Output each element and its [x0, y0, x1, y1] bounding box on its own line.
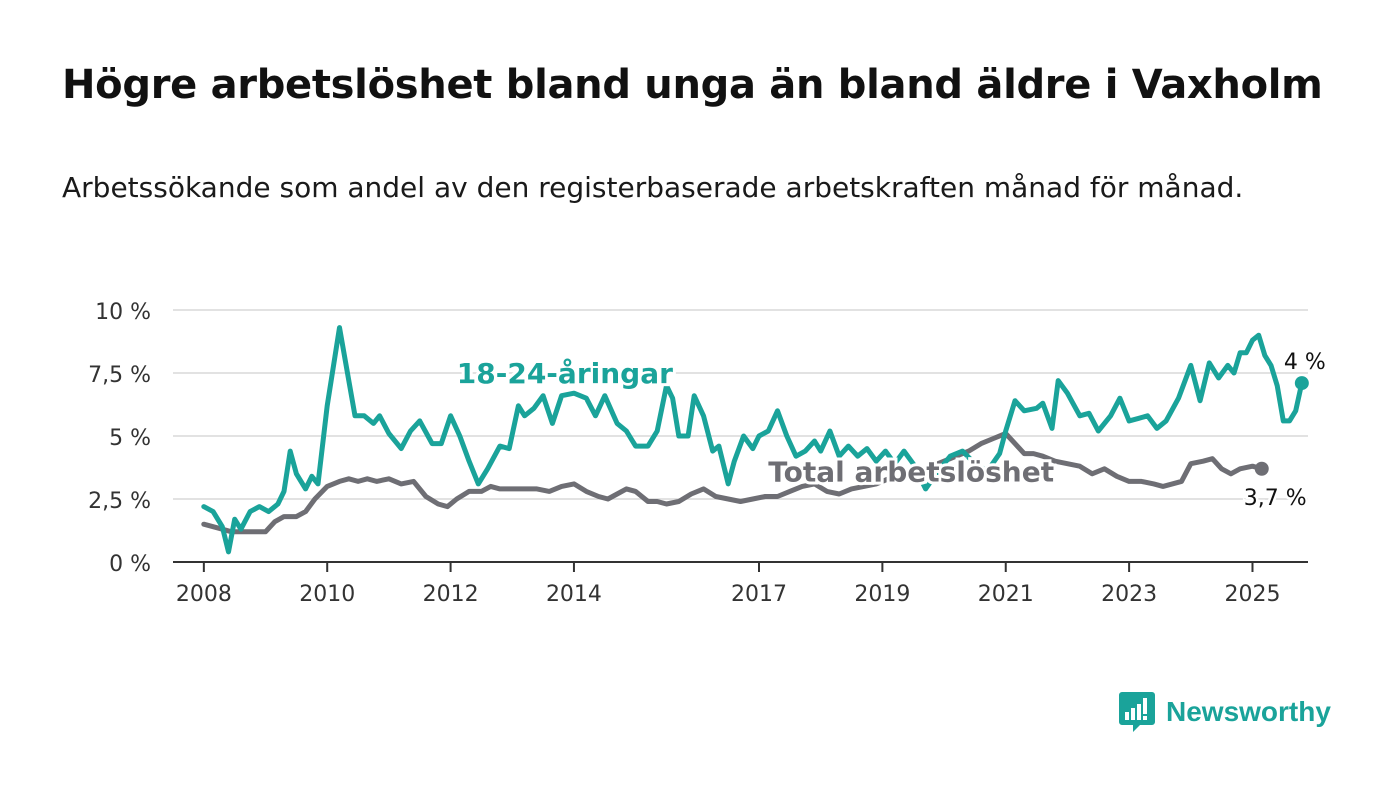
- x-tick-label: 2008: [176, 582, 232, 607]
- series-name-label: 18-24-åringar: [457, 357, 673, 390]
- x-tick-label: 2019: [854, 582, 910, 607]
- brand: Newsworthy: [1118, 690, 1331, 734]
- x-tick-label: 2023: [1101, 582, 1157, 607]
- x-tick-label: 2012: [423, 582, 479, 607]
- chart-subtitle: Arbetssökande som andel av den registerb…: [62, 171, 1244, 204]
- x-tick-label: 2021: [978, 582, 1034, 607]
- x-tick-label: 2014: [546, 582, 602, 607]
- series-name-label: Total arbetslöshet: [768, 455, 1054, 488]
- y-tick-label: 10 %: [95, 300, 151, 325]
- y-tick-label: 5 %: [109, 426, 151, 451]
- y-tick-label: 2,5 %: [88, 489, 151, 514]
- series-labels: Total arbetslöshet 3,7 % 18-24-åringar 4 %: [454, 348, 1328, 514]
- series-layer: [201, 325, 1305, 555]
- series-end-point: [1254, 461, 1269, 476]
- axes: 0 % 2,5 % 5 % 7,5 % 10 % 2008 2010 2012 2014 2017…: [88, 300, 1308, 607]
- brand-name: Newsworthy: [1166, 696, 1331, 727]
- series-line-0: [201, 431, 1265, 535]
- x-tick-label: 2010: [299, 582, 355, 607]
- x-tick-label: 2025: [1224, 582, 1280, 607]
- newsworthy-logo-icon: [1119, 692, 1155, 732]
- chart-title: Högre arbetslöshet bland unga än bland ä…: [62, 62, 1323, 108]
- y-tick-label: 0 %: [109, 552, 151, 577]
- series-end-label: 3,7 %: [1244, 486, 1307, 511]
- series-line-1: [201, 325, 1305, 555]
- series-end-point: [1294, 376, 1309, 391]
- x-tick-label: 2017: [731, 582, 787, 607]
- y-tick-label: 7,5 %: [88, 363, 151, 388]
- series-end-label: 4 %: [1284, 350, 1326, 375]
